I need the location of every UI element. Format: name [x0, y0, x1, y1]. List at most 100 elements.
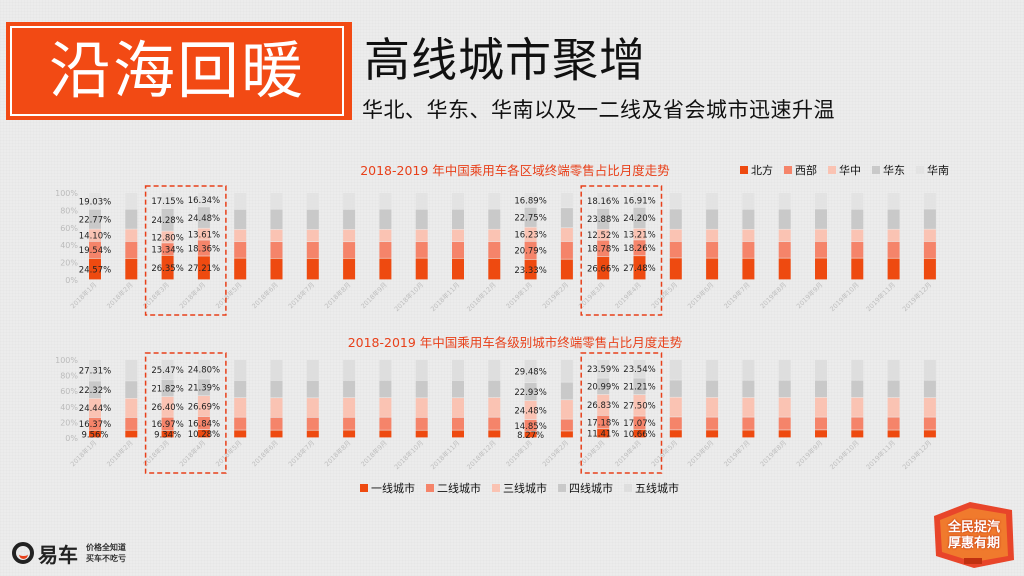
bar-segment-1-6-3	[306, 380, 319, 398]
legend-swatch	[426, 484, 434, 492]
bar-segment-1-20-1	[815, 417, 827, 430]
bar-segment-1-16-0	[669, 430, 682, 438]
bar-segment-0-4-3	[234, 209, 247, 230]
bar-segment-1-21-0	[851, 430, 864, 438]
bar-segment-0-1-4	[125, 193, 138, 209]
legend-label: 一线城市	[371, 481, 415, 495]
data-label: 24.44%	[79, 404, 111, 414]
data-label: 12.80%	[151, 233, 183, 243]
bar-segment-0-15-1	[633, 240, 646, 256]
bar-segment-1-15-2	[633, 394, 646, 416]
bar-segment-0-10-1	[452, 241, 464, 258]
headline: 高线城市聚增	[364, 33, 646, 87]
bar-segment-0-16-2	[669, 229, 682, 242]
bar-segment-0-4-2	[234, 229, 247, 242]
bar-segment-1-3-2	[197, 396, 210, 417]
bar-segment-0-15-3	[633, 207, 646, 229]
data-label: 17.07%	[623, 419, 655, 429]
bar-segment-1-17-2	[706, 397, 719, 417]
data-label: 18.16%	[587, 197, 619, 207]
bar-segment-1-20-2	[815, 397, 827, 417]
campaign-badge-shape	[934, 502, 1014, 568]
campaign-badge: 全民捉汽 厚惠有期	[930, 498, 1016, 570]
bar-segment-1-8-4	[379, 360, 392, 380]
bar-segment-1-5-2	[270, 398, 283, 418]
legend-swatch	[360, 484, 368, 492]
y-tick-label: 60%	[60, 387, 78, 396]
bar-segment-1-6-0	[306, 430, 319, 438]
bar-segment-0-12-3	[524, 207, 537, 227]
bar-segment-0-18-2	[742, 229, 755, 242]
data-label: 9.56%	[81, 430, 108, 440]
data-label: 18.26%	[623, 244, 655, 254]
y-tick-label: 20%	[60, 418, 78, 427]
bar-segment-0-8-3	[379, 209, 392, 230]
bar-segment-0-22-3	[887, 209, 900, 229]
data-label: 16.34%	[188, 196, 220, 206]
bar-segment-1-7-0	[343, 430, 356, 438]
bar-segment-1-11-4	[488, 360, 501, 380]
title-banner	[6, 22, 352, 120]
data-label: 21.82%	[151, 384, 183, 394]
bar-segment-0-7-0	[343, 258, 356, 280]
data-label: 24.80%	[188, 366, 220, 376]
x-tick-label: 2018年4月	[177, 280, 207, 310]
x-tick-label: 2019年5月	[649, 280, 679, 310]
bar-segment-0-3-0	[197, 256, 210, 280]
bar-segment-1-7-4	[343, 360, 356, 381]
bar-segment-1-2-3	[161, 379, 174, 397]
data-label: 17.15%	[151, 197, 183, 207]
bar-segment-0-2-1	[161, 243, 174, 255]
bar-segment-0-16-4	[669, 193, 682, 209]
bar-segment-0-23-2	[923, 229, 936, 242]
bar-segment-1-9-0	[415, 430, 428, 438]
campaign-badge-text: 全民捉汽 厚惠有期	[938, 520, 1010, 552]
y-tick-label: 20%	[60, 259, 78, 268]
bar-segment-1-14-0	[597, 429, 610, 438]
bar-segment-1-22-3	[887, 380, 900, 398]
badge-line-1: 全民捉汽	[947, 520, 1000, 535]
bar-segment-0-18-4	[742, 193, 755, 210]
bar-segment-0-8-2	[379, 229, 392, 242]
bar-segment-0-1-1	[125, 241, 138, 259]
bar-segment-0-21-4	[851, 193, 864, 210]
bar-segment-1-10-0	[452, 430, 464, 438]
x-tick-label: 2019年8月	[758, 280, 788, 310]
bar-segment-0-11-1	[488, 241, 501, 259]
bar-segment-1-10-1	[452, 417, 464, 430]
bar-segment-0-1-3	[125, 209, 138, 229]
bar-segment-1-1-2	[125, 398, 138, 418]
bar-segment-0-21-0	[851, 258, 864, 280]
bar-segment-1-13-4	[560, 360, 573, 382]
bar-segment-1-5-4	[270, 360, 283, 381]
bar-segment-0-14-1	[597, 240, 610, 257]
bar-segment-0-0-3	[89, 209, 101, 229]
bar-segment-0-13-4	[560, 193, 573, 208]
bar-segment-1-10-2	[452, 398, 464, 418]
bar-segment-0-10-0	[452, 258, 464, 280]
legend-swatch	[740, 166, 748, 174]
x-tick-label: 2019年5月	[649, 438, 679, 468]
data-label: 27.31%	[79, 367, 111, 377]
x-tick-label: 2019年7月	[722, 438, 752, 468]
bar-segment-0-15-4	[633, 193, 646, 208]
x-tick-label: 2018年8月	[322, 280, 352, 310]
badge-line-2: 厚惠有期	[947, 536, 1000, 551]
data-label: 26.69%	[188, 402, 220, 412]
bar-segment-1-22-2	[887, 397, 900, 417]
data-label: 21.39%	[188, 384, 220, 394]
bar-segment-1-18-2	[742, 397, 755, 417]
bar-segment-0-5-0	[270, 258, 283, 280]
bar-segment-0-4-0	[234, 258, 247, 280]
data-label: 22.77%	[79, 215, 111, 225]
x-tick-label: 2018年9月	[359, 280, 389, 310]
data-label: 16.89%	[514, 196, 546, 206]
bar-segment-0-21-2	[851, 229, 864, 242]
bar-segment-1-11-2	[488, 397, 501, 417]
bar-segment-1-8-2	[379, 397, 392, 417]
data-label: 16.91%	[623, 196, 655, 206]
chart-title-1: 2018-2019 年中国乘用车各级别城市终端零售占比月度走势	[348, 335, 683, 350]
data-label: 26.40%	[151, 403, 183, 413]
bar-segment-0-8-0	[379, 258, 392, 280]
bar-segment-1-13-2	[560, 400, 573, 419]
